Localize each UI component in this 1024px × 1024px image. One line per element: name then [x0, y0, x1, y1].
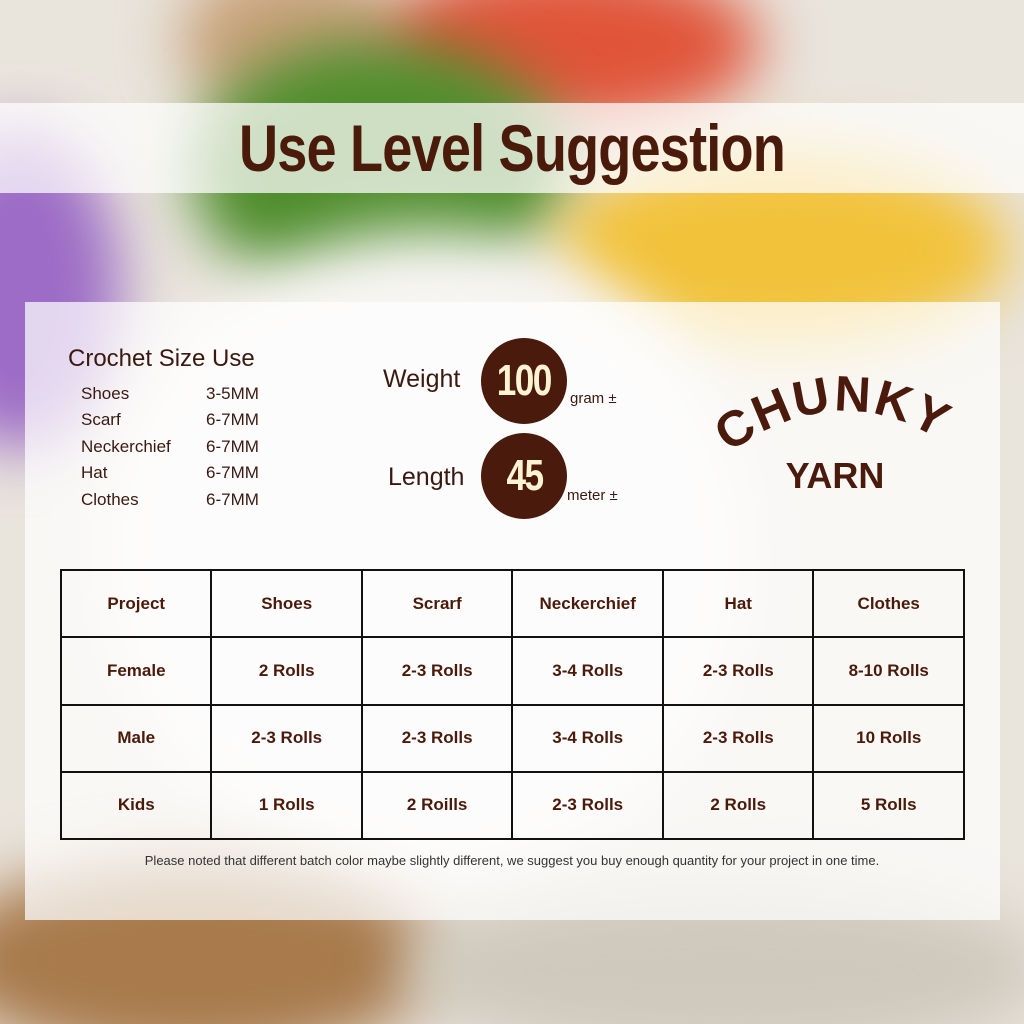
table-row: Kids 1 Rolls 2 Roills 2-3 Rolls 2 Rolls …	[59, 770, 965, 841]
crochet-item: Shoes	[81, 384, 130, 403]
weight-badge: 100	[481, 338, 567, 424]
crochet-size-heading: Crochet Size Use	[68, 345, 255, 372]
weight-label: Weight	[383, 365, 461, 393]
table-cell: 2-3 Rolls	[511, 770, 665, 841]
crochet-size: 3-5MM	[206, 384, 259, 403]
length-badge: 45	[481, 433, 567, 519]
page-title: Use Level Suggestion	[238, 111, 786, 185]
logo-chunky: CHUNKY	[705, 370, 959, 462]
weight-unit: gram ±	[570, 390, 617, 407]
crochet-size: 6-7MM	[206, 490, 259, 509]
table-cell: 2-3 Rolls	[360, 636, 514, 706]
table-cell: 2 Roills	[360, 770, 514, 841]
table-cell: 10 Rolls	[812, 703, 965, 773]
header-cell: Shoes	[210, 568, 363, 639]
crochet-size: 6-7MM	[206, 410, 259, 429]
chunky-yarn-logo: CHUNKY YARN	[705, 370, 961, 496]
usage-table: Project Shoes Scrarf Neckerchief Hat Clo…	[59, 568, 965, 841]
crochet-size-row: Hat 6-7MM	[81, 463, 259, 483]
header-cell: Project	[59, 568, 213, 639]
header-cell: Clothes	[812, 568, 965, 639]
crochet-item: Clothes	[81, 490, 139, 509]
table-cell: Kids	[59, 770, 213, 841]
length-unit: meter ±	[567, 487, 618, 504]
crochet-size-row: Neckerchief 6-7MM	[81, 437, 259, 457]
table-cell: 3-4 Rolls	[511, 703, 665, 773]
length-value: 45	[506, 451, 544, 500]
table-cell: Female	[59, 636, 213, 706]
table-cell: 2-3 Rolls	[210, 703, 363, 773]
table-cell: 3-4 Rolls	[511, 636, 665, 706]
table-header-row: Project Shoes Scrarf Neckerchief Hat Clo…	[59, 568, 965, 639]
table-cell: 2-3 Rolls	[662, 636, 815, 706]
table-cell: 8-10 Rolls	[812, 636, 965, 706]
crochet-size-row: Shoes 3-5MM	[81, 384, 259, 404]
table-cell: 2-3 Rolls	[360, 703, 514, 773]
length-label: Length	[388, 463, 465, 491]
batch-color-note: Please noted that different batch color …	[144, 853, 880, 868]
table-row: Female 2 Rolls 2-3 Rolls 3-4 Rolls 2-3 R…	[59, 636, 965, 706]
logo-yarn: YARN	[786, 455, 885, 496]
table-cell: 5 Rolls	[812, 770, 965, 841]
table-cell: 2 Rolls	[210, 636, 363, 706]
crochet-size-row: Scarf 6-7MM	[81, 410, 259, 430]
table-cell: 2 Rolls	[662, 770, 815, 841]
crochet-size-row: Clothes 6-7MM	[81, 490, 259, 510]
table-row: Male 2-3 Rolls 2-3 Rolls 3-4 Rolls 2-3 R…	[59, 703, 965, 773]
header-cell: Hat	[662, 568, 815, 639]
header-cell: Neckerchief	[511, 568, 665, 639]
weight-value: 100	[497, 356, 553, 405]
table-cell: 1 Rolls	[210, 770, 363, 841]
crochet-size: 6-7MM	[206, 463, 259, 482]
table-cell: Male	[59, 703, 213, 773]
table-cell: 2-3 Rolls	[662, 703, 815, 773]
title-band	[0, 103, 1024, 193]
crochet-size: 6-7MM	[206, 437, 259, 456]
svg-text:CHUNKY: CHUNKY	[705, 370, 961, 462]
header-cell: Scrarf	[360, 568, 514, 639]
crochet-item: Scarf	[81, 410, 121, 429]
crochet-item: Hat	[81, 463, 108, 482]
crochet-item: Neckerchief	[81, 437, 171, 456]
